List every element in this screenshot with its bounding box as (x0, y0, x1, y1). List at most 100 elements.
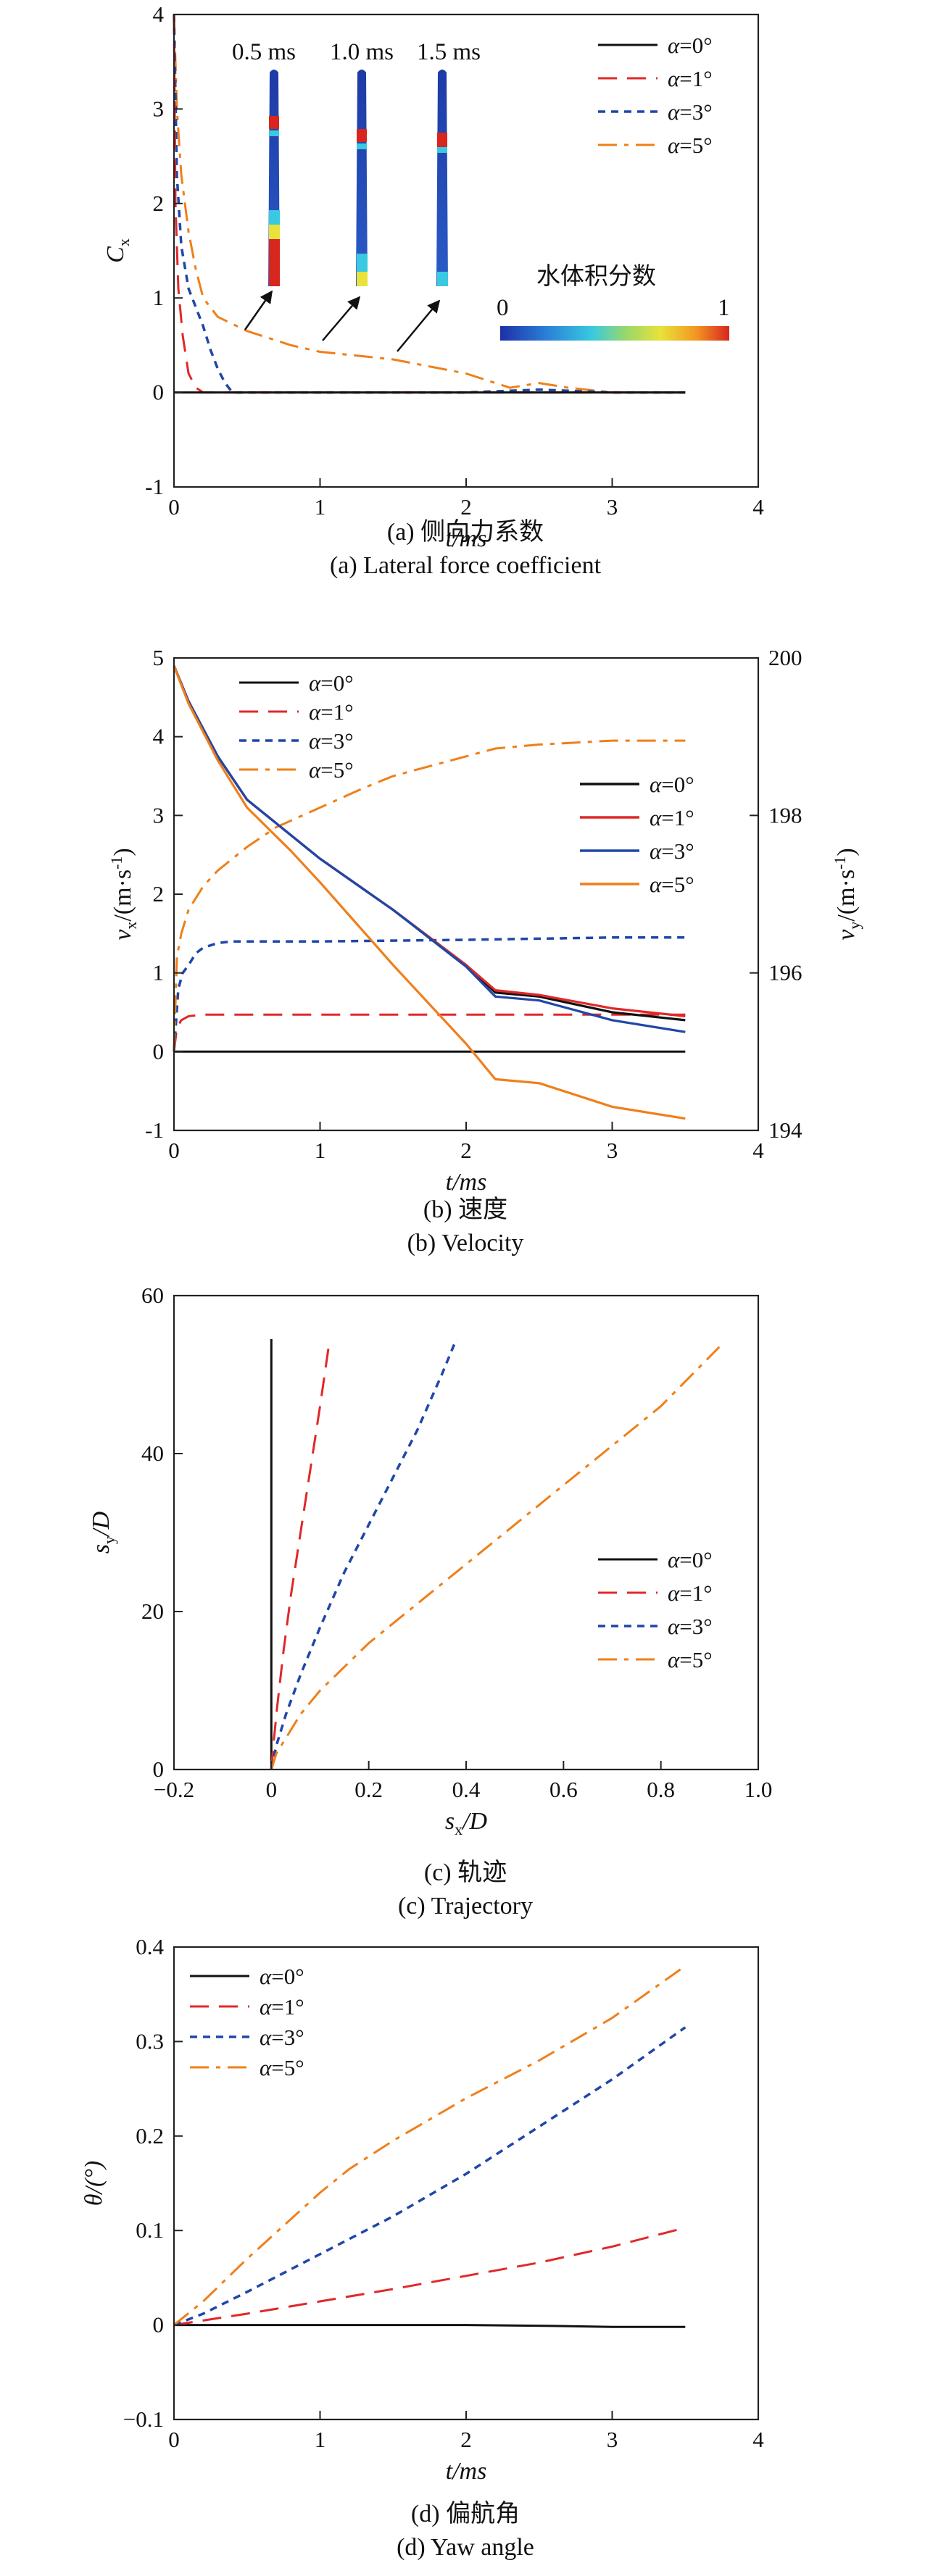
inset-time-label-1: 0.5 ms (232, 39, 296, 65)
b-left-series-line-2 (173, 936, 686, 1052)
a-xtick-label: 3 (607, 494, 618, 520)
inset-time-label-2: 1.0 ms (330, 39, 394, 65)
panel-yaw-angle: 0 1 2 3 4−0.100.10.20.30.4t/msθ/(°) α=0°α=1°… (80, 1934, 764, 2561)
projectile-2 (356, 70, 368, 286)
d-ytick-label: 0.4 (136, 1934, 164, 1959)
c-xtick-label: −0.2 (154, 1777, 194, 1802)
d-ytick-label: 0.2 (136, 2123, 164, 2148)
b-legend-label: α=3° (309, 728, 354, 754)
b-caption-cn: (b) 速度 (423, 1196, 507, 1223)
b-series-group (173, 665, 686, 1120)
b-legend-label: α=1° (309, 699, 354, 725)
d-ytick-label: 0 (153, 2312, 165, 2338)
d-legend: α=0° α=1° α=3° α=5° (190, 1964, 304, 2080)
b-xtick-label: 2 (460, 1138, 472, 1163)
b-caption-en: (b) Velocity (407, 1230, 524, 1256)
b-legend-label: α=1° (650, 805, 694, 830)
d-y-axis-label: θ/(°) (80, 2161, 107, 2206)
c-caption-cn: (c) 轨迹 (424, 1859, 507, 1886)
d-series-line-0 (174, 2324, 686, 2328)
a-series-line-3 (173, 14, 686, 394)
c-xtick-label: 0.8 (647, 1777, 675, 1802)
a-legend: α=0° α=1° α=3° α=5° (598, 33, 713, 158)
a-caption-cn: (a) 侧向力系数 (387, 518, 544, 546)
d-ytick-label: 0.1 (136, 2217, 164, 2243)
b-xtick-label: 0 (168, 1138, 180, 1163)
a-caption-en: (a) Lateral force coefficient (330, 552, 602, 579)
b-ytick-label-right: 198 (768, 802, 802, 828)
a-ytick-label: 0 (153, 380, 165, 405)
d-caption-en: (d) Yaw angle (397, 2534, 534, 2561)
d-ytick-label: −0.1 (123, 2406, 164, 2432)
b-ytick-label: 5 (153, 645, 165, 670)
c-series-line-2 (270, 1338, 458, 1770)
b-ytick-label-right: 194 (768, 1117, 802, 1143)
b-right-series-line-0 (173, 665, 686, 1022)
a-ytick-label: 3 (153, 96, 165, 121)
b-left-series-line-1 (173, 1013, 686, 1052)
b-ytick-label: 0 (153, 1038, 165, 1064)
panel-velocity: 0 1 2 3 4-1012345194196198200t/msvx/(m·s-1)v… (107, 645, 863, 1256)
c-legend-label: α=0° (668, 1547, 713, 1572)
colorbar-gradient (500, 326, 729, 341)
d-series-group (173, 1964, 687, 2328)
d-legend-label: α=0° (260, 1964, 304, 1989)
d-xtick-label: 1 (315, 2427, 326, 2452)
colorbar: 水体积分数 0 1 (497, 263, 730, 341)
d-xtick-label: 4 (752, 2427, 764, 2452)
c-legend-label: α=3° (668, 1614, 713, 1639)
a-legend-label: α=0° (668, 33, 713, 58)
colorbar-title: 水体积分数 (536, 263, 656, 290)
b-ytick-label: 1 (153, 960, 165, 985)
a-y-axis-label: Cx (102, 238, 133, 263)
d-x-axis-label: t/ms (446, 2458, 487, 2485)
c-series-group (270, 1338, 721, 1770)
a-ytick-label: 2 (153, 191, 165, 216)
b-right-series-line-3 (173, 665, 686, 1120)
c-ytick-label: 20 (141, 1598, 164, 1624)
inset-arrow-3 (397, 299, 441, 352)
b-xtick-label: 1 (315, 1138, 326, 1163)
b-ytick-label-right: 196 (768, 960, 802, 985)
a-x-axis-label: t/ms (446, 525, 487, 552)
c-xtick-label: 0 (266, 1777, 278, 1802)
c-ytick-label: 60 (141, 1283, 164, 1308)
d-xtick-label: 3 (607, 2427, 618, 2452)
c-legend-label: α=5° (668, 1647, 713, 1672)
d-legend-label: α=1° (260, 1994, 304, 2019)
c-xtick-label: 0.4 (452, 1777, 481, 1802)
b-left-series-line-3 (173, 739, 686, 1052)
inset-arrow-1 (244, 290, 273, 330)
b-ytick-label: 4 (153, 724, 165, 749)
a-series-line-2 (173, 14, 686, 394)
b-legend-label: α=5° (309, 757, 354, 783)
c-legend: α=0° α=1° α=3° α=5° (598, 1547, 713, 1672)
d-xtick-label: 0 (168, 2427, 180, 2452)
b-xtick-label: 3 (607, 1138, 618, 1163)
d-series-line-1 (173, 2226, 686, 2327)
c-xtick-label: 1.0 (744, 1777, 773, 1802)
a-ytick-label: 1 (153, 285, 165, 310)
b-legend-label: α=3° (650, 838, 694, 864)
c-series-line-3 (270, 1346, 721, 1770)
b-y-axis-label-right: vy/(m·s-1) (831, 848, 863, 941)
projectile-3 (436, 70, 448, 286)
c-xtick-label: 0.6 (549, 1777, 578, 1802)
projectile-1 (268, 70, 280, 286)
d-series-line-2 (173, 2026, 687, 2327)
b-right-series-line-1 (173, 665, 686, 1017)
b-right-series-line-2 (173, 665, 686, 1033)
c-ytick-label: 40 (141, 1441, 164, 1466)
c-legend-label: α=1° (668, 1580, 713, 1606)
a-legend-label: α=3° (668, 99, 713, 125)
c-caption-en: (c) Trajectory (398, 1893, 533, 1920)
c-x-axis-label: sx/D (445, 1808, 488, 1838)
colorbar-min-label: 0 (497, 295, 509, 321)
a-xtick-label: 0 (168, 494, 180, 520)
a-xtick-label: 1 (315, 494, 326, 520)
a-ytick-label: -1 (145, 474, 164, 499)
a-xtick-label: 2 (460, 494, 472, 520)
